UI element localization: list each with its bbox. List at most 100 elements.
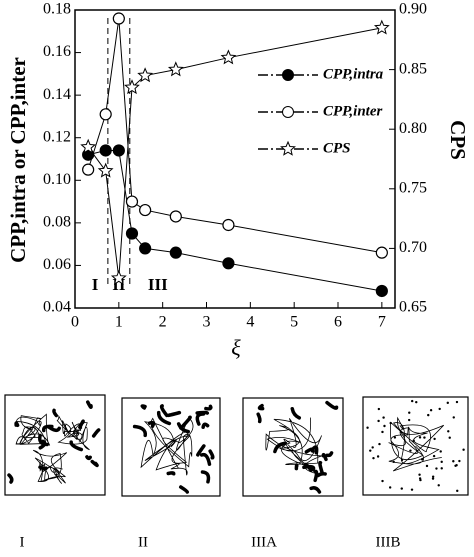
dot: [411, 400, 413, 402]
x-tick-label: 5: [290, 314, 298, 331]
star-marker: [375, 21, 388, 34]
region-label: I: [92, 275, 99, 294]
thick-chain: [181, 417, 190, 428]
thick-chain: [135, 427, 146, 436]
thin-chain: [33, 450, 67, 483]
circle-marker: [223, 258, 234, 269]
legend-marker: [283, 70, 294, 81]
x-axis-label: ξ: [231, 335, 241, 360]
dot: [447, 430, 449, 432]
panel-label: IIIA: [251, 534, 277, 550]
circle-marker: [140, 243, 151, 254]
thick-chain: [292, 409, 299, 418]
thick-chain: [87, 457, 90, 459]
dot: [449, 437, 451, 439]
x-tick-label: 0: [71, 314, 79, 331]
thick-chain: [181, 487, 187, 492]
x-tick-label: 6: [334, 314, 342, 331]
dot: [458, 460, 460, 462]
circle-marker: [376, 285, 387, 296]
y-tick-label: 0.06: [43, 256, 71, 273]
dot: [462, 449, 464, 451]
y-tick-label: 0.18: [43, 1, 71, 18]
y-tick-label: 0.08: [43, 214, 71, 231]
y2-tick-label: 0.70: [399, 239, 427, 256]
star-marker: [222, 51, 235, 64]
thick-chain: [203, 424, 207, 427]
dot: [366, 426, 368, 428]
y-tick-label: 0.04: [43, 299, 71, 316]
dot: [389, 486, 391, 488]
thick-chain: [203, 472, 209, 482]
thin-chain: [141, 418, 193, 476]
y-axis-label: CPP,intra or CPP,inter: [6, 57, 30, 263]
dot: [435, 467, 437, 469]
dot: [456, 490, 458, 492]
panel-label: I: [20, 534, 25, 550]
dot: [440, 450, 442, 452]
dot: [438, 484, 440, 486]
thick-chain: [168, 473, 173, 474]
dot: [455, 464, 457, 466]
dot: [408, 419, 410, 421]
dot: [426, 465, 428, 467]
circle-marker: [113, 13, 124, 24]
circle-marker: [223, 219, 234, 230]
y-tick-label: 0.14: [43, 86, 71, 103]
legend-label: CPP,intra: [323, 66, 384, 82]
x-tick-label: 2: [159, 314, 167, 331]
dot: [441, 467, 443, 469]
thick-chain: [320, 463, 323, 474]
y2-tick-label: 0.75: [399, 179, 427, 196]
thick-chain: [327, 403, 337, 409]
x-tick-label: 1: [115, 314, 123, 331]
thin-chain: [266, 418, 322, 474]
dot: [419, 436, 421, 438]
x-tick-label: 7: [378, 314, 386, 331]
x-tick-label: 4: [246, 314, 254, 331]
y-tick-label: 0.10: [43, 171, 71, 188]
dot: [383, 425, 385, 427]
thick-chain: [162, 406, 167, 416]
legend-marker: [283, 107, 294, 118]
dot: [453, 416, 455, 418]
dot: [408, 411, 410, 413]
y2-tick-label: 0.90: [399, 1, 427, 18]
series-line: [88, 19, 382, 253]
legend-marker: [281, 142, 294, 155]
circle-marker: [126, 228, 137, 239]
thick-chain: [197, 412, 207, 413]
dot: [441, 461, 443, 463]
legend-label: CPP,inter: [323, 103, 382, 119]
y2-tick-label: 0.85: [399, 60, 427, 77]
dot: [447, 402, 449, 404]
circle-marker: [170, 211, 181, 222]
thick-chain: [311, 488, 319, 492]
circle-marker: [83, 164, 94, 175]
thick-chain: [54, 410, 56, 415]
dot: [381, 480, 383, 482]
x-tick-label: 3: [203, 314, 211, 331]
dot: [433, 455, 435, 457]
thin-chain: [389, 418, 444, 471]
thick-chain: [197, 414, 203, 424]
circle-marker: [113, 145, 124, 156]
thick-chain: [94, 430, 99, 436]
circle-marker: [100, 145, 111, 156]
y2-axis-label: CPS: [446, 120, 470, 160]
dot: [423, 436, 425, 438]
dot: [378, 408, 380, 410]
thick-chain: [202, 455, 210, 465]
dot: [371, 446, 373, 448]
thick-chain: [258, 414, 260, 421]
star-marker: [125, 81, 138, 94]
dot: [401, 487, 403, 489]
panel-label: II: [138, 534, 148, 550]
circle-marker: [140, 205, 151, 216]
dot: [415, 401, 417, 403]
dot: [432, 477, 434, 479]
dot: [382, 416, 384, 418]
dot: [427, 414, 429, 416]
y-tick-label: 0.16: [43, 43, 71, 60]
